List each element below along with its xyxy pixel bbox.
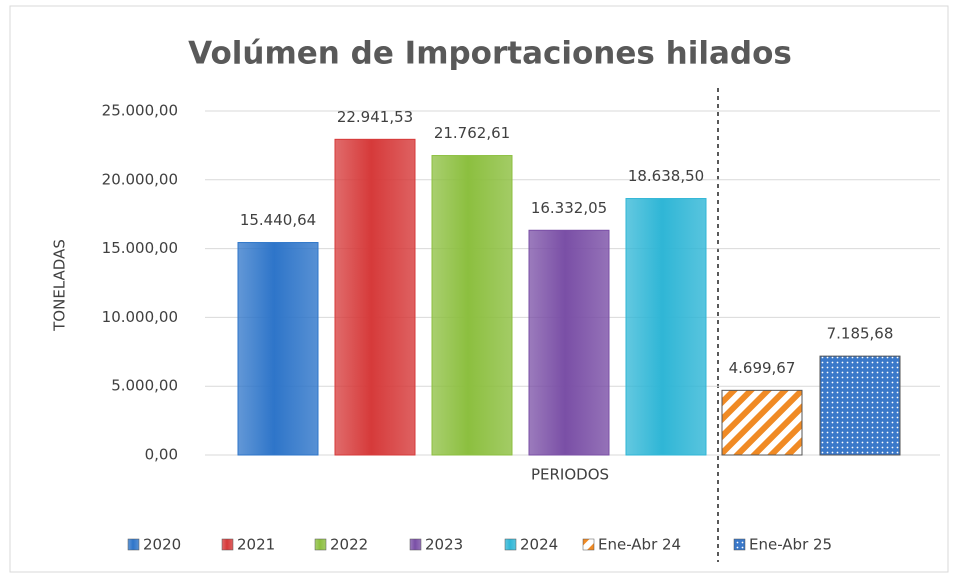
legend-swatch (733, 538, 746, 551)
bar (334, 138, 416, 456)
legend-swatch (221, 538, 234, 551)
bar (237, 242, 319, 456)
legend-label: 2023 (425, 536, 463, 554)
x-axis-label: PERIODOS (531, 466, 609, 484)
legend-swatch (127, 538, 140, 551)
legend-label: Ene-Abr 25 (749, 536, 832, 554)
bar (528, 229, 610, 456)
bar (819, 355, 901, 456)
data-label: 18.638,50 (628, 167, 704, 185)
legend-swatch (504, 538, 517, 551)
legend-label: 2020 (143, 536, 181, 554)
legend-swatch (409, 538, 422, 551)
y-tick-label: 25.000,00 (102, 102, 178, 120)
y-tick-label: 5.000,00 (111, 377, 178, 395)
data-label: 22.941,53 (337, 108, 413, 126)
legend-label: 2022 (330, 536, 368, 554)
legend-label: 2021 (237, 536, 275, 554)
y-tick-label: 10.000,00 (102, 308, 178, 326)
data-label: 21.762,61 (434, 124, 510, 142)
data-label: 7.185,68 (827, 325, 894, 343)
legend-label: 2024 (520, 536, 558, 554)
bar (431, 155, 513, 456)
y-tick-label: 15.000,00 (102, 239, 178, 257)
legend-label: Ene-Abr 24 (598, 536, 681, 554)
y-tick-label: 0,00 (145, 446, 178, 464)
chart-title: Volúmen de Importaciones hilados (188, 36, 792, 72)
bar (721, 389, 803, 456)
legend-swatch (582, 538, 595, 551)
bar (625, 198, 707, 456)
data-label: 16.332,05 (531, 199, 607, 217)
legend-swatch (314, 538, 327, 551)
y-tick-label: 20.000,00 (102, 170, 178, 188)
data-label: 15.440,64 (240, 211, 316, 229)
y-axis-label: TONELADAS (51, 239, 69, 332)
data-label: 4.699,67 (729, 359, 796, 377)
